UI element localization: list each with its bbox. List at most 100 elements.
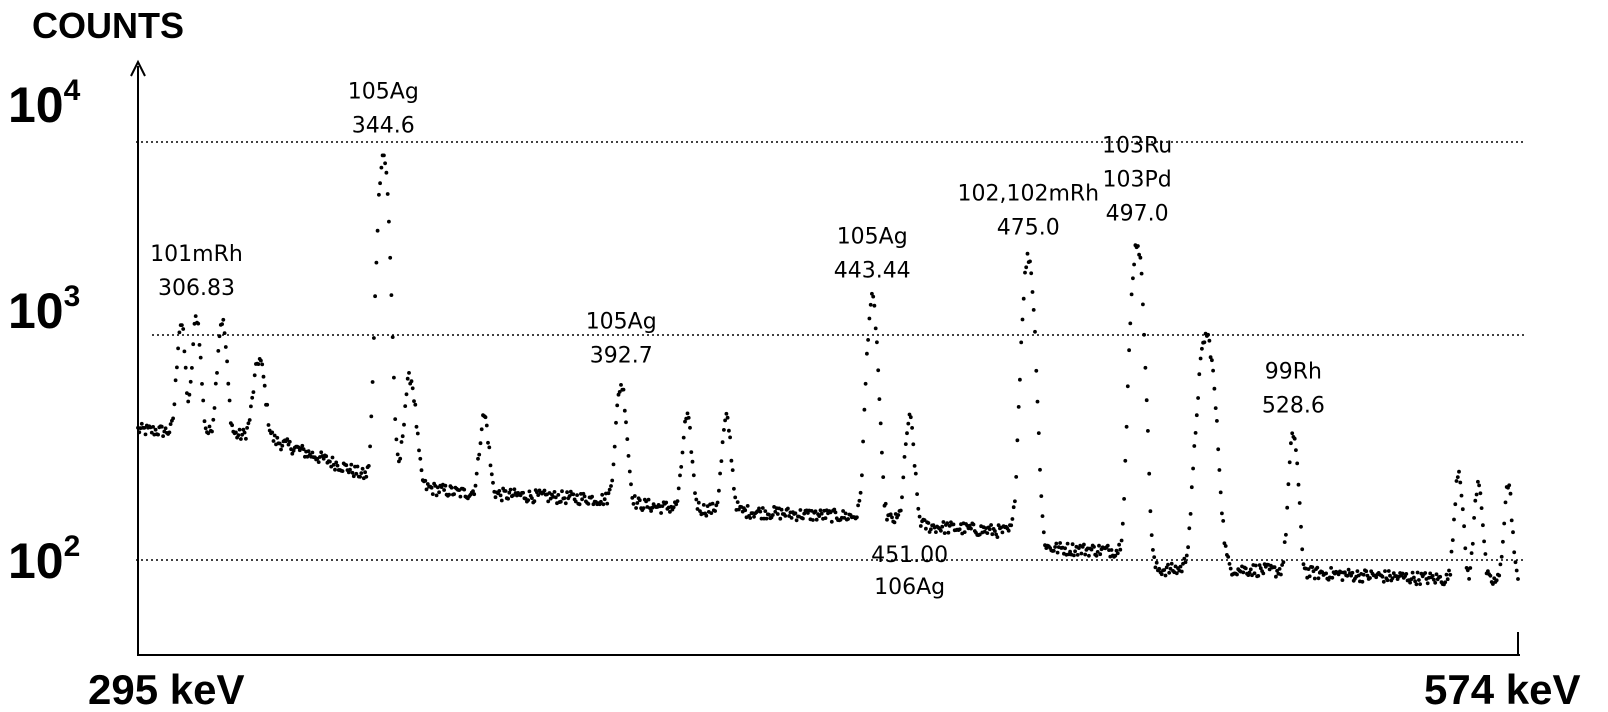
- spectrum-point: [941, 520, 946, 524]
- spectrum-point: [1364, 569, 1369, 574]
- spectrum-point: [924, 526, 928, 531]
- spectrum-point: [917, 514, 922, 519]
- spectrum-point: [878, 421, 883, 426]
- spectrum-point: [1035, 399, 1040, 404]
- spectrum-point: [990, 532, 995, 537]
- spectrum-point: [577, 502, 582, 507]
- spectrum-point: [691, 473, 696, 478]
- spectrum-point: [901, 475, 906, 480]
- spectrum-point: [1417, 578, 1421, 582]
- spectrum-point: [176, 346, 181, 351]
- spectrum-point: [1148, 509, 1153, 514]
- spectrum-point: [1228, 566, 1233, 571]
- spectrum-point: [1019, 340, 1024, 345]
- spectrum-point: [245, 426, 250, 430]
- spectrum-point: [217, 334, 222, 339]
- spectrum-point: [418, 456, 423, 461]
- spectrum-point: [719, 459, 724, 463]
- spectrum-point: [225, 359, 230, 364]
- spectrum-point: [1390, 576, 1395, 581]
- spectrum-point: [355, 464, 360, 469]
- spectrum-point: [1166, 562, 1170, 567]
- spectrum-point: [1151, 548, 1155, 552]
- spectrum-point: [926, 521, 931, 525]
- spectrum-point: [256, 362, 261, 366]
- spectrum-point: [908, 415, 913, 420]
- spectrum-point: [354, 471, 359, 476]
- spectrum-point: [679, 465, 684, 469]
- spectrum-point: [1162, 568, 1167, 572]
- spectrum-point: [458, 494, 463, 499]
- spectrum-point: [1388, 573, 1392, 578]
- spectrum-point: [862, 407, 867, 412]
- spectrum-point: [1345, 573, 1350, 578]
- spectrum-point: [1000, 530, 1005, 535]
- spectrum-point: [996, 523, 1001, 528]
- spectrum-point: [230, 423, 235, 428]
- spectrum-point: [236, 433, 241, 438]
- spectrum-point: [1425, 581, 1430, 586]
- spectrum-point: [1477, 483, 1481, 488]
- spectrum-point: [1478, 491, 1483, 496]
- spectrum-point: [156, 432, 161, 437]
- spectrum-point: [1115, 551, 1120, 556]
- spectrum-point: [221, 317, 226, 322]
- spectrum-point: [685, 411, 690, 416]
- spectrum-point: [142, 426, 147, 430]
- spectrum-point: [1210, 358, 1214, 363]
- spectrum-point: [379, 165, 384, 170]
- spectrum-point: [1513, 560, 1518, 565]
- spectrum-point: [1198, 356, 1203, 361]
- spectrum-point: [892, 520, 897, 525]
- spectrum-point: [906, 421, 911, 426]
- spectrum-point: [1029, 271, 1034, 276]
- y-tick-10e3: 103: [8, 280, 80, 339]
- spectrum-point: [280, 443, 285, 448]
- peak-energy-label: 344.6: [352, 113, 415, 138]
- spectrum-point: [1243, 566, 1248, 571]
- spectrum-point: [1202, 340, 1207, 345]
- spectrum-point: [819, 511, 824, 516]
- spectrum-point: [668, 510, 672, 514]
- spectrum-point: [385, 192, 390, 196]
- spectrum-point: [1438, 574, 1443, 579]
- spectrum-point: [789, 516, 794, 520]
- spectrum-point: [1136, 244, 1140, 248]
- spectrum-point: [137, 430, 142, 435]
- spectrum-point: [1343, 570, 1347, 575]
- spectrum-point: [1178, 564, 1183, 569]
- spectrum-point: [767, 512, 771, 517]
- peak-nuclide-label: 101mRh: [150, 242, 243, 267]
- spectrum-point: [1054, 541, 1059, 546]
- spectrum-point: [207, 424, 212, 429]
- spectrum-point: [1217, 468, 1222, 472]
- spectrum-point: [1296, 482, 1301, 487]
- spectrum-point: [1509, 518, 1514, 523]
- spectrum-point: [681, 435, 686, 440]
- spectrum-point: [832, 507, 837, 512]
- spectrum-point: [987, 527, 992, 532]
- spectrum-point: [220, 322, 225, 326]
- spectrum-point: [1350, 570, 1355, 575]
- spectrum-point: [375, 228, 380, 233]
- spectrum-point: [486, 440, 490, 445]
- x-start-label: 295 keV: [88, 666, 244, 712]
- spectrum-point: [1146, 429, 1150, 433]
- spectrum-point: [447, 492, 451, 497]
- spectrum-point: [1184, 553, 1189, 558]
- spectrum-point: [437, 490, 441, 495]
- spectrum-point: [612, 444, 617, 449]
- spectrum-point: [860, 473, 864, 478]
- data-points: [136, 153, 1520, 587]
- spectrum-point: [910, 426, 914, 430]
- spectrum-point: [202, 419, 207, 424]
- spectrum-point: [843, 511, 848, 516]
- spectrum-point: [197, 343, 202, 347]
- spectrum-point: [745, 504, 750, 508]
- spectrum-point: [1247, 570, 1252, 575]
- spectrum-point: [1129, 292, 1134, 297]
- spectrum-point: [383, 161, 387, 166]
- spectrum-point: [1252, 571, 1257, 576]
- spectrum-point: [615, 403, 620, 408]
- spectrum-point: [1445, 577, 1450, 582]
